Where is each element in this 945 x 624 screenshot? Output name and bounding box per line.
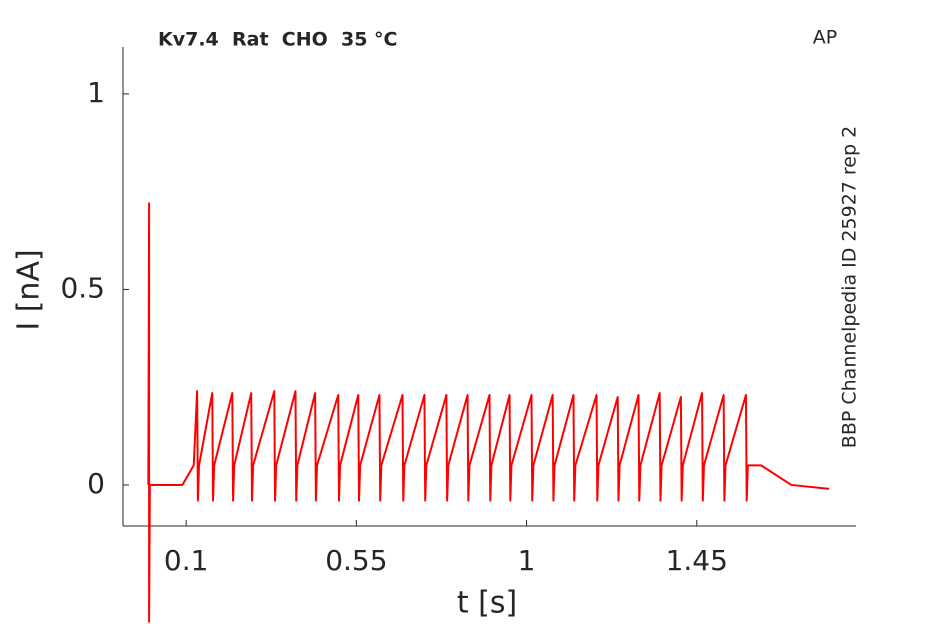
side-label: BBP Channelpedia ID 25927 rep 2: [839, 126, 861, 448]
x-tick-label: 0.1: [164, 544, 209, 577]
y-tick-label: 0.5: [60, 271, 105, 304]
chart-title: Kv7.4 Rat CHO 35 °C: [158, 29, 398, 51]
x-tick-label: 1.45: [666, 544, 728, 577]
x-axis-label: t [s]: [457, 586, 517, 621]
y-tick-label: 1: [87, 76, 105, 109]
y-tick-label: 0: [87, 467, 105, 500]
trace: [147, 202, 830, 623]
x-tick-label: 0.55: [325, 544, 387, 577]
corner-label: AP: [813, 27, 837, 49]
x-tick-label: 1: [518, 544, 536, 577]
y-axis-label: I [nA]: [12, 249, 47, 330]
